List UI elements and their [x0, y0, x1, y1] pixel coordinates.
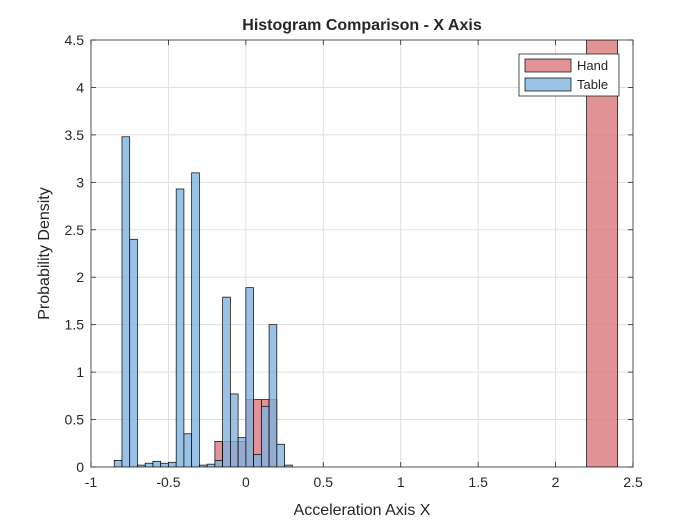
bar-table — [175, 188, 185, 467]
bar-table — [191, 172, 200, 467]
bar-table — [245, 287, 254, 467]
y-tick-label: 2 — [76, 269, 84, 285]
x-tick-label: 0.5 — [314, 474, 334, 490]
y-tick-label: 2.5 — [65, 222, 85, 238]
y-tick-label: 4 — [76, 79, 84, 95]
legend-label-hand: Hand — [577, 58, 608, 73]
y-tick-label: 0 — [76, 459, 84, 475]
chart-title: Histogram Comparison - X Axis — [242, 17, 482, 34]
bar-table — [129, 238, 138, 467]
bar-table — [268, 324, 278, 467]
x-tick-label: 1.5 — [468, 474, 488, 490]
y-tick-label: 3.5 — [65, 127, 85, 143]
bar-table — [168, 461, 177, 467]
bar-table — [214, 460, 223, 467]
bar-table — [284, 464, 293, 467]
y-tick-label: 0.5 — [65, 412, 85, 428]
y-tick-label: 3 — [76, 174, 84, 190]
x-tick-label: -0.5 — [156, 474, 180, 490]
bar-table — [183, 433, 193, 467]
bar-table — [260, 405, 270, 467]
x-tick-label: 1 — [397, 474, 405, 490]
bar-table — [206, 463, 216, 467]
bar-table — [121, 136, 131, 467]
legend-label-table: Table — [577, 77, 608, 92]
y-axis-label: Probability Density — [36, 187, 53, 320]
x-axis-label: Acceleration Axis X — [294, 502, 431, 519]
legend: Hand Table — [518, 53, 620, 97]
y-tick-label: 1.5 — [65, 317, 85, 333]
bars-group — [113, 40, 618, 467]
legend-swatch-table — [524, 77, 572, 92]
x-tick-label: 0 — [242, 474, 250, 490]
bar-hand — [586, 40, 618, 467]
bar-table — [152, 460, 162, 467]
bar-table — [253, 454, 262, 467]
bar-table — [144, 462, 154, 467]
x-tick-label: 2 — [552, 474, 560, 490]
axes-box — [90, 39, 634, 468]
bar-table — [237, 437, 247, 467]
bar-table — [222, 296, 231, 467]
y-tick-label: 4.5 — [65, 32, 85, 48]
y-tick-label: 1 — [76, 364, 84, 380]
bar-table — [113, 460, 123, 467]
x-tick-label: 2.5 — [623, 474, 643, 490]
legend-swatch-hand — [524, 58, 572, 73]
axes-background — [91, 40, 633, 467]
x-tick-label: -1 — [85, 474, 98, 490]
bar-table — [276, 443, 285, 467]
plot-area: -1 -0.5 0 0.5 1 1.5 2 2.5 0 0.5 1 1.5 2 2.5 3 3.5 4 4.5 — [65, 32, 643, 490]
bar-table — [230, 393, 239, 467]
bar-table — [160, 462, 169, 467]
